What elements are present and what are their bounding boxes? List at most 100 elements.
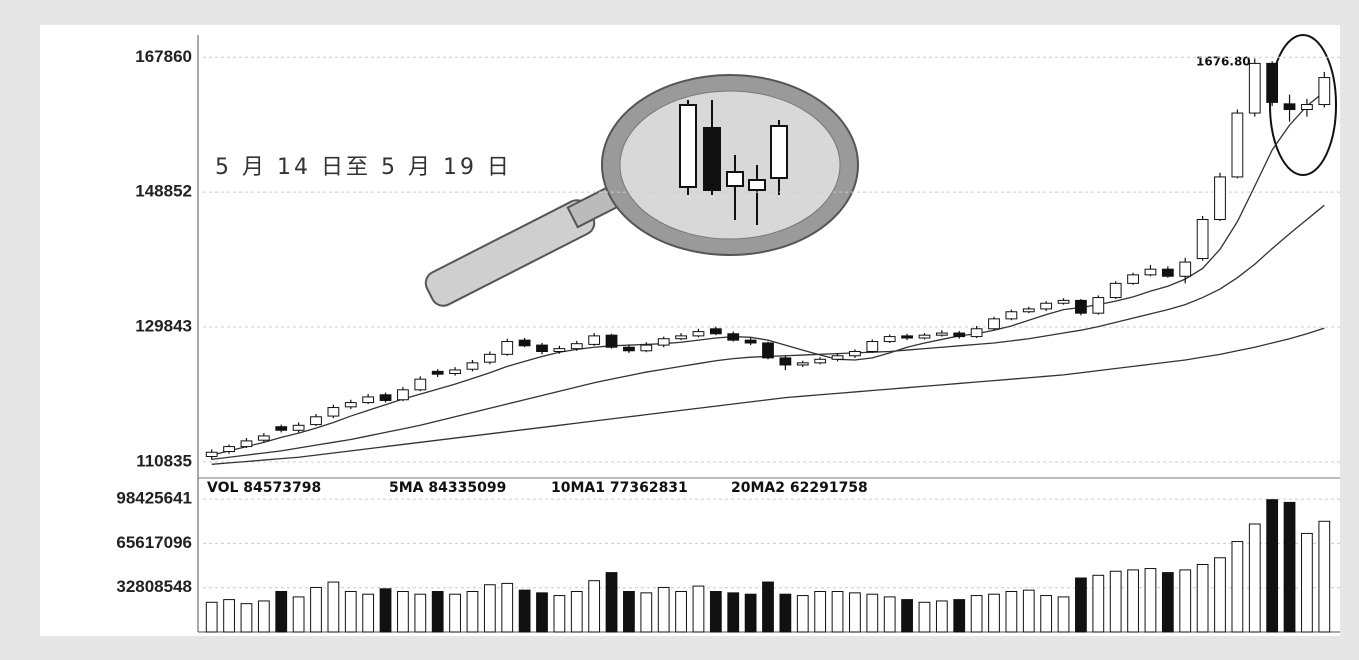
- annotation: 5 月 14 日至 5 月 19 日: [215, 155, 512, 180]
- volume-bar: [675, 591, 687, 633]
- volume-bar: [327, 581, 340, 633]
- volume-bar: [1248, 523, 1261, 633]
- magnifier-lens: [619, 90, 841, 240]
- volume-bar: [953, 599, 966, 633]
- y-tick-label: 129843: [135, 317, 192, 336]
- candle-body: [292, 424, 305, 431]
- candle-body: [466, 362, 479, 370]
- candle-body: [727, 333, 740, 341]
- y-tick-label: 110835: [136, 451, 192, 470]
- candle-body: [588, 335, 601, 345]
- volume-bar: [657, 586, 670, 633]
- volume-bar: [1196, 564, 1209, 633]
- volume-bar: [1318, 520, 1331, 633]
- volume-bar: [849, 592, 861, 633]
- volume-bar: [814, 591, 827, 633]
- volume-tick-label: 65617096: [116, 533, 192, 552]
- volume-bar: [518, 589, 531, 633]
- candle-body: [831, 355, 844, 360]
- volume-bar: [414, 593, 427, 633]
- candle-body: [1301, 104, 1313, 111]
- volume-bar: [466, 591, 479, 633]
- candle-body: [1109, 282, 1122, 299]
- volume-bar: [866, 593, 879, 633]
- volume-bar: [570, 591, 583, 633]
- volume-bar: [1144, 568, 1157, 633]
- candle-body: [849, 350, 861, 357]
- peak-label: 1676.80: [1196, 55, 1251, 69]
- volume-bar: [1075, 577, 1087, 633]
- candle-body: [1092, 297, 1105, 314]
- volume-bar: [1266, 499, 1279, 633]
- candle-body: [240, 440, 253, 448]
- candle-body: [796, 362, 809, 366]
- volume-bar: [1127, 569, 1139, 633]
- volume-bar: [1214, 557, 1226, 633]
- volume-tick-label: 32808548: [116, 577, 192, 596]
- volume-legend: 10MA1 77362831: [551, 480, 688, 496]
- candle-body: [988, 318, 1000, 330]
- candle-body: [431, 370, 444, 375]
- candle-body: [883, 336, 896, 343]
- volume-bar: [831, 591, 844, 633]
- candle-body: [257, 435, 270, 441]
- candle-body: [1127, 274, 1139, 284]
- volume-legend: VOL 84573798: [207, 480, 321, 496]
- moving-average: [211, 327, 1325, 465]
- candle-body: [1214, 176, 1226, 221]
- candle-body: [814, 358, 827, 364]
- candle-body: [1161, 268, 1174, 277]
- candle-body: [1231, 112, 1244, 178]
- candle-body: [1248, 62, 1261, 114]
- volume-bar: [1283, 501, 1296, 633]
- candle-body: [692, 331, 705, 337]
- candle-body: [657, 338, 670, 346]
- volume-bar: [1092, 574, 1105, 633]
- candle-body: [379, 394, 392, 401]
- y-tick-label: 148852: [135, 182, 192, 201]
- candle-body: [397, 389, 409, 401]
- volume-bar: [640, 592, 653, 633]
- candle-body: [414, 378, 427, 391]
- volume-bar: [1231, 541, 1244, 633]
- candle-body: [866, 341, 879, 352]
- candle-body: [901, 335, 913, 339]
- candle-body: [570, 343, 583, 350]
- volume-bar: [1040, 595, 1053, 633]
- volume-bar: [257, 600, 270, 633]
- candle-body: [1196, 219, 1209, 260]
- moving-average: [211, 91, 1325, 456]
- candle-body: [675, 335, 687, 340]
- volume-bar: [623, 591, 635, 633]
- candle-body: [779, 357, 792, 366]
- candle-body: [623, 346, 635, 352]
- candle-body: [1057, 299, 1070, 304]
- candle-body: [344, 402, 357, 408]
- candle-body: [310, 416, 322, 426]
- volume-legend: 5MA 84335099: [389, 480, 506, 496]
- volume-bar: [1301, 532, 1313, 633]
- volume-bar: [1109, 570, 1122, 633]
- volume-bar: [431, 591, 444, 633]
- candle-body: [327, 407, 340, 417]
- volume-legend: 20MA2 62291758: [731, 480, 868, 496]
- volume-bar: [275, 591, 288, 633]
- volume-bar: [344, 591, 357, 633]
- volume-bar: [553, 595, 566, 633]
- magnified-candles: [679, 100, 788, 225]
- candle-body: [953, 332, 966, 338]
- candle-body: [744, 339, 757, 344]
- volume-bar: [1005, 591, 1018, 633]
- candle-body: [449, 369, 461, 374]
- y-tick-label: 167860: [135, 47, 192, 66]
- highlight-ellipse: [1269, 34, 1337, 176]
- volume-bar: [692, 585, 705, 633]
- volume-bar: [901, 599, 913, 633]
- volume-bar: [762, 581, 774, 633]
- volume-bar: [1057, 596, 1070, 633]
- candle-body: [762, 342, 774, 359]
- volume-bar: [918, 601, 931, 633]
- candle-body: [1075, 299, 1087, 314]
